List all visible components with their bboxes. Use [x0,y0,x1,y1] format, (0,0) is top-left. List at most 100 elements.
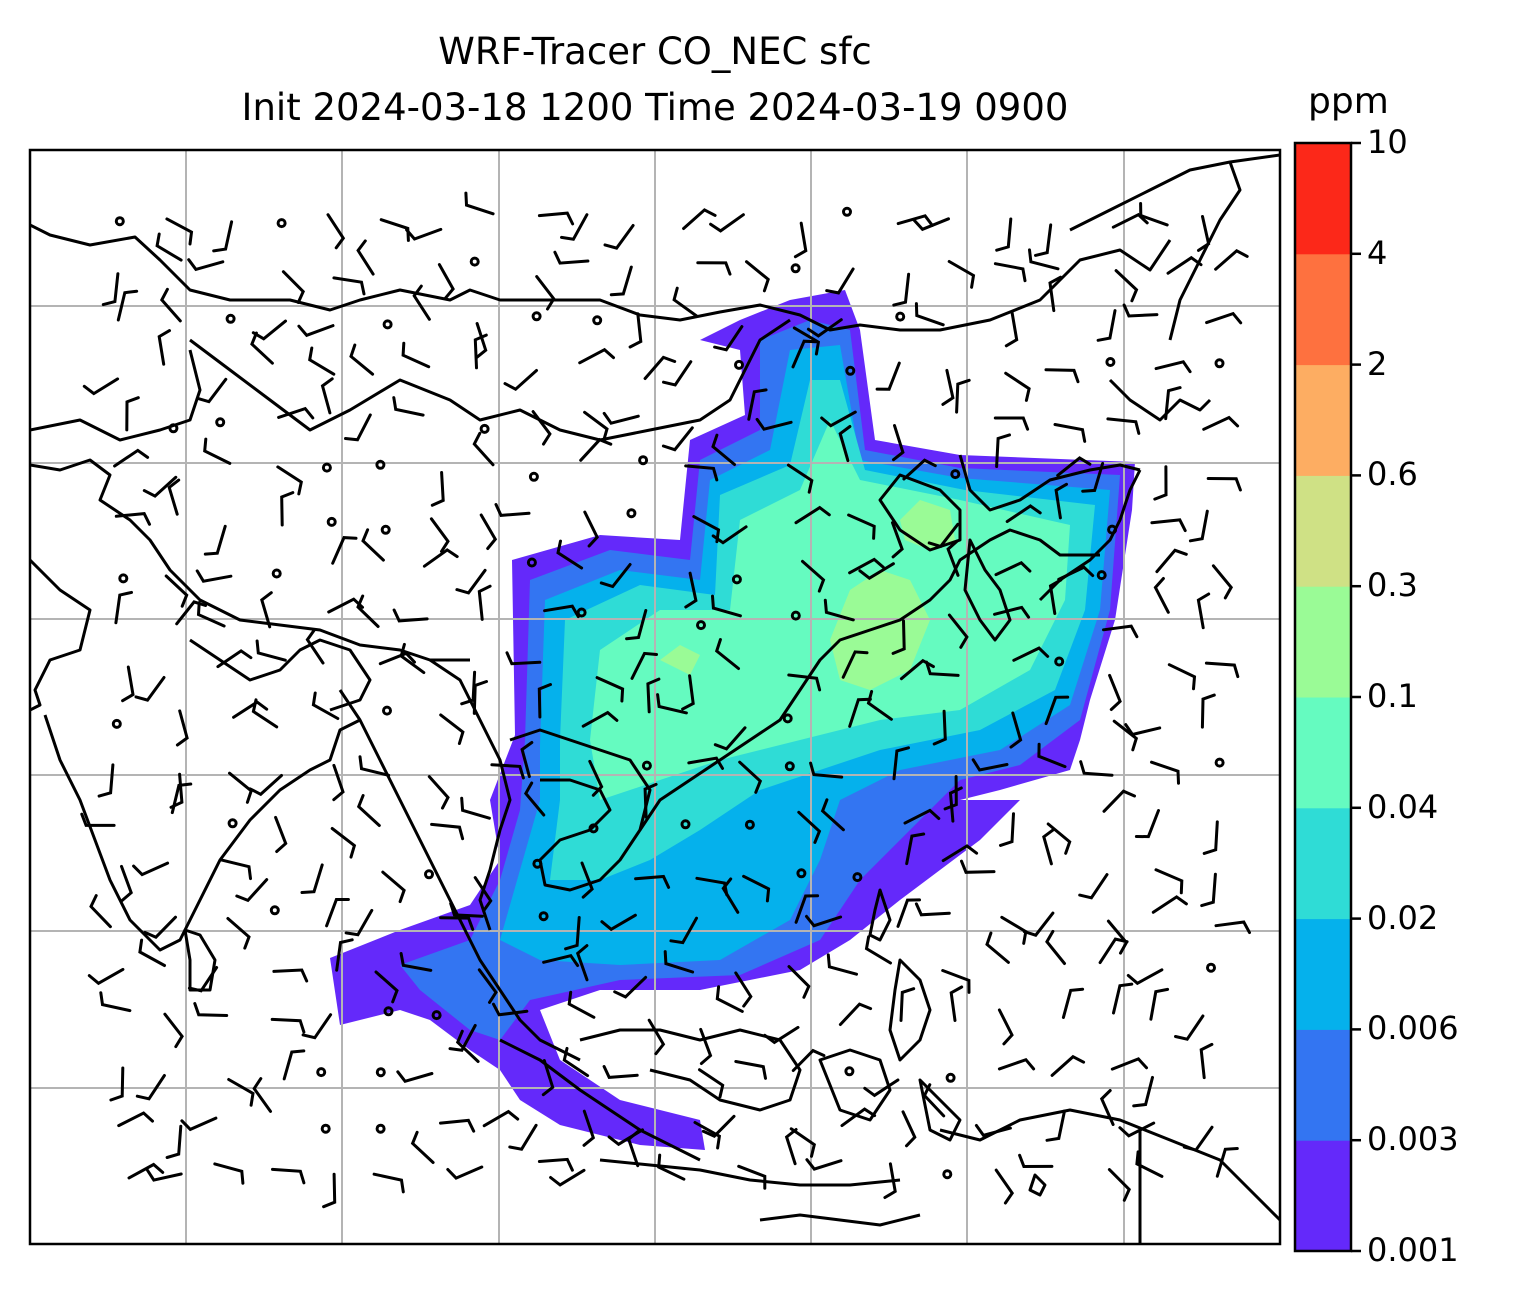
calm-wind-marker [118,573,129,584]
wind-barb [537,683,552,719]
wind-barb [344,413,372,442]
wind-barb [358,755,391,777]
wind-barb [841,650,869,679]
wind-barb [595,676,625,703]
wind-barb [786,463,814,494]
wind-barb [715,985,744,1013]
wind-barb [738,760,763,794]
wind-barb [305,628,325,665]
wind-barb [863,1078,900,1098]
wind-barb [647,1018,666,1056]
wind-barb [564,916,581,951]
colorbar-segment [1295,918,1351,1030]
wind-barb [89,894,112,929]
wind-barb [1114,269,1139,303]
wind-barb [271,1167,306,1185]
wind-barb [1153,577,1170,614]
wind-barb [892,272,911,307]
wind-barb [737,1164,767,1190]
wind-barb [1197,215,1211,252]
wind-barb [599,563,632,589]
wind-barb [838,425,852,463]
wind-barb [212,220,234,253]
wind-barb [226,917,251,950]
wind-barb [251,698,279,729]
wind-barb [477,584,492,621]
wind-barb [437,263,455,300]
wind-barb [1199,1042,1214,1080]
wind-barb [482,1109,520,1128]
calm-wind-marker [895,311,906,322]
wind-barb [227,1078,255,1107]
wind-barb [1056,456,1092,477]
wind-barb [213,1162,245,1185]
wind-barb [537,211,575,226]
wind-barb [899,987,916,1022]
wind-barb [429,517,450,553]
calm-wind-marker [626,508,637,519]
wind-barb [1214,920,1251,935]
wind-barb [838,1002,873,1026]
calm-wind-marker [375,1067,386,1078]
wind-barbs [80,191,1251,1209]
wind-barb [693,1121,722,1150]
calm-wind-marker [588,823,599,834]
wind-barb [1200,872,1217,908]
calm-wind-marker [227,818,238,829]
colorbar-tick-label: 0.04 [1367,787,1439,826]
wind-barb [378,651,416,666]
map-frame [28,148,1282,1246]
graticule [30,150,1280,1244]
wind-barb [1004,371,1031,402]
calm-wind-marker [782,713,793,724]
wind-barb [820,798,845,832]
wind-barb [335,938,354,972]
wind-barb [490,763,525,780]
wind-barb [143,915,177,939]
wind-barb [603,224,635,250]
wind-barb [1106,417,1141,435]
wind-barb [791,339,818,369]
wind-barb [985,931,1010,964]
wind-barb [1102,789,1136,813]
wind-barb [300,863,324,894]
calm-wind-marker [531,311,542,322]
wind-barb [134,676,166,702]
wind-barb [974,1124,1012,1138]
wind-barb [251,319,287,341]
wind-barb [228,771,253,804]
wind-barb [145,1168,183,1182]
wind-barb [216,649,253,669]
colorbar-segment [1295,697,1351,809]
wind-barb [543,604,580,619]
calm-wind-marker [842,206,852,217]
wind-barb [820,410,857,428]
wind-barb [823,598,855,622]
wind-barb [625,609,648,641]
wind-barb [922,1083,946,1118]
wind-barb [1061,987,1085,1019]
calm-wind-marker [269,905,280,916]
wind-barb [448,1024,477,1052]
wind-barb [578,347,615,365]
wind-barb [848,557,885,575]
wind-barb [167,478,181,516]
wind-barb [1174,1014,1205,1041]
wind-barb [1204,661,1240,679]
wind-barb [864,935,892,965]
wind-barb [109,1066,125,1102]
wind-barb [997,1008,1014,1046]
wind-barb [117,1111,154,1128]
wind-barb [698,1068,725,1099]
wind-barb [1188,509,1209,543]
calm-wind-marker [680,819,691,830]
wind-barb [1044,695,1070,726]
wind-barb [583,410,609,442]
wind-barb [1124,723,1162,737]
wind-barb [734,971,753,1008]
wind-barb [993,605,1031,619]
wind-barb [995,217,1013,252]
wind-barb [439,713,465,745]
wind-barb [711,525,748,545]
wind-barb [322,1172,337,1209]
